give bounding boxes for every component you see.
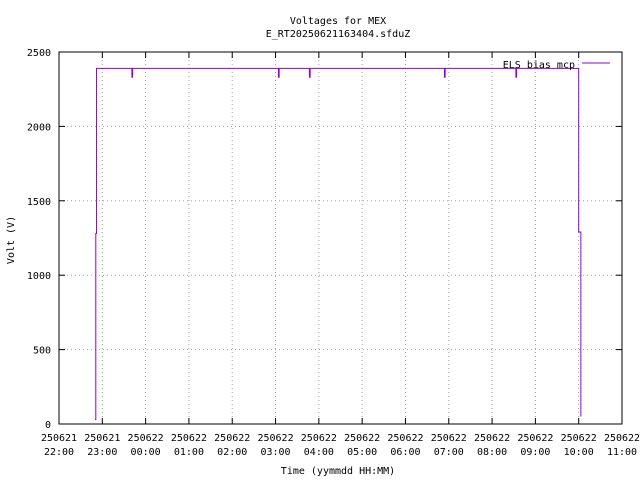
x-tick-label-date: 250622	[257, 433, 293, 444]
y-tick-label: 500	[33, 346, 51, 357]
chart-subtitle: E_RT20250621163404.sfduZ	[266, 29, 411, 40]
x-tick-label-date: 250622	[474, 433, 510, 444]
x-tick-label-date: 250622	[344, 433, 380, 444]
x-axis-ticks: 250621 22:00 250621 23:00 250622 00:00 250622 0…	[41, 52, 640, 458]
chart-title: Voltages for MEX	[290, 16, 386, 27]
x-tick-label-time: 03:00	[260, 447, 290, 458]
x-tick-label-date: 250622	[214, 433, 250, 444]
x-tick-label-time: 22:00	[44, 447, 74, 458]
y-tick-label: 2000	[27, 122, 51, 133]
x-tick-label-time: 11:00	[607, 447, 637, 458]
x-tick-label-date: 250622	[431, 433, 467, 444]
x-tick-label-time: 00:00	[131, 447, 161, 458]
x-tick-label-time: 05:00	[347, 447, 377, 458]
x-axis-label: Time (yymmdd HH:MM)	[281, 466, 395, 477]
y-tick-label: 1500	[27, 197, 51, 208]
x-tick-label-date: 250622	[171, 433, 207, 444]
series-lines	[95, 67, 582, 421]
y-tick-label: 2500	[27, 48, 51, 59]
x-tick-label-date: 250621	[84, 433, 120, 444]
y-axis-label: Volt (V)	[6, 216, 17, 264]
x-tick-label-date: 250622	[517, 433, 553, 444]
x-tick-label-time: 08:00	[477, 447, 507, 458]
y-tick-label: 0	[45, 420, 51, 431]
y-axis-ticks: 0 500 1000 1500 2000 2500	[27, 48, 622, 431]
x-tick-label-time: 01:00	[174, 447, 204, 458]
x-tick-label-date: 250621	[41, 433, 77, 444]
x-tick-label-time: 04:00	[304, 447, 334, 458]
x-tick-label-time: 06:00	[390, 447, 420, 458]
y-tick-label: 1000	[27, 271, 51, 282]
x-tick-label-time: 09:00	[520, 447, 550, 458]
legend-label: ELS bias mcp	[503, 60, 575, 71]
x-tick-label-date: 250622	[387, 433, 423, 444]
series-line	[95, 67, 582, 421]
x-tick-label-time: 02:00	[217, 447, 247, 458]
x-tick-label-time: 23:00	[87, 447, 117, 458]
x-tick-label-time: 07:00	[434, 447, 464, 458]
x-tick-label-time: 10:00	[564, 447, 594, 458]
grid-lines	[59, 52, 622, 424]
plot-area-border	[58, 51, 623, 425]
x-tick-label-date: 250622	[128, 433, 164, 444]
x-tick-label-date: 250622	[561, 433, 597, 444]
legend: ELS bias mcp	[503, 60, 610, 71]
x-tick-label-date: 250622	[301, 433, 337, 444]
x-tick-label-date: 250622	[604, 433, 640, 444]
